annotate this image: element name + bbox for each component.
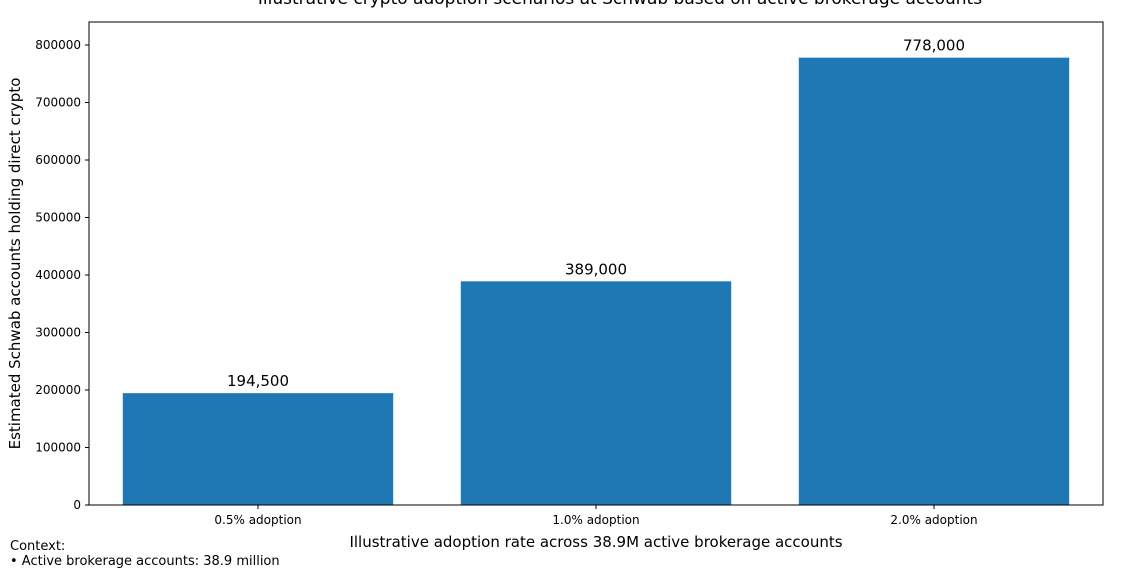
bar-value-label: 389,000 bbox=[565, 260, 627, 278]
y-tick-label: 800000 bbox=[35, 38, 81, 52]
context-line-accounts: • Active brokerage accounts: 38.9 millio… bbox=[10, 554, 280, 569]
y-tick-label: 600000 bbox=[35, 153, 81, 167]
context-note: Context: • Active brokerage accounts: 38… bbox=[10, 539, 280, 569]
bar-value-label: 778,000 bbox=[903, 37, 965, 55]
y-tick-label: 500000 bbox=[35, 211, 81, 225]
y-axis-label: Estimated Schwab accounts holding direct… bbox=[6, 78, 24, 450]
bar-1 bbox=[122, 393, 394, 505]
chart-title: Illustrative crypto adoption scenarios a… bbox=[258, 0, 982, 9]
y-tick-label: 200000 bbox=[35, 383, 81, 397]
bar-value-label: 194,500 bbox=[227, 372, 289, 390]
context-heading: Context: bbox=[10, 539, 66, 554]
x-tick-label: 1.0% adoption bbox=[552, 513, 639, 527]
y-tick-label: 100000 bbox=[35, 441, 81, 455]
x-tick-label: 2.0% adoption bbox=[890, 513, 977, 527]
y-tick-label: 300000 bbox=[35, 326, 81, 340]
y-tick-label: 0 bbox=[73, 498, 81, 512]
bar-3 bbox=[798, 57, 1070, 506]
x-axis-label: Illustrative adoption rate across 38.9M … bbox=[349, 533, 842, 551]
y-tick-label: 400000 bbox=[35, 268, 81, 282]
plot-frame bbox=[88, 21, 1104, 506]
y-tick-label: 700000 bbox=[35, 96, 81, 110]
x-tick-label: 0.5% adoption bbox=[214, 513, 301, 527]
bar-2 bbox=[460, 281, 732, 505]
